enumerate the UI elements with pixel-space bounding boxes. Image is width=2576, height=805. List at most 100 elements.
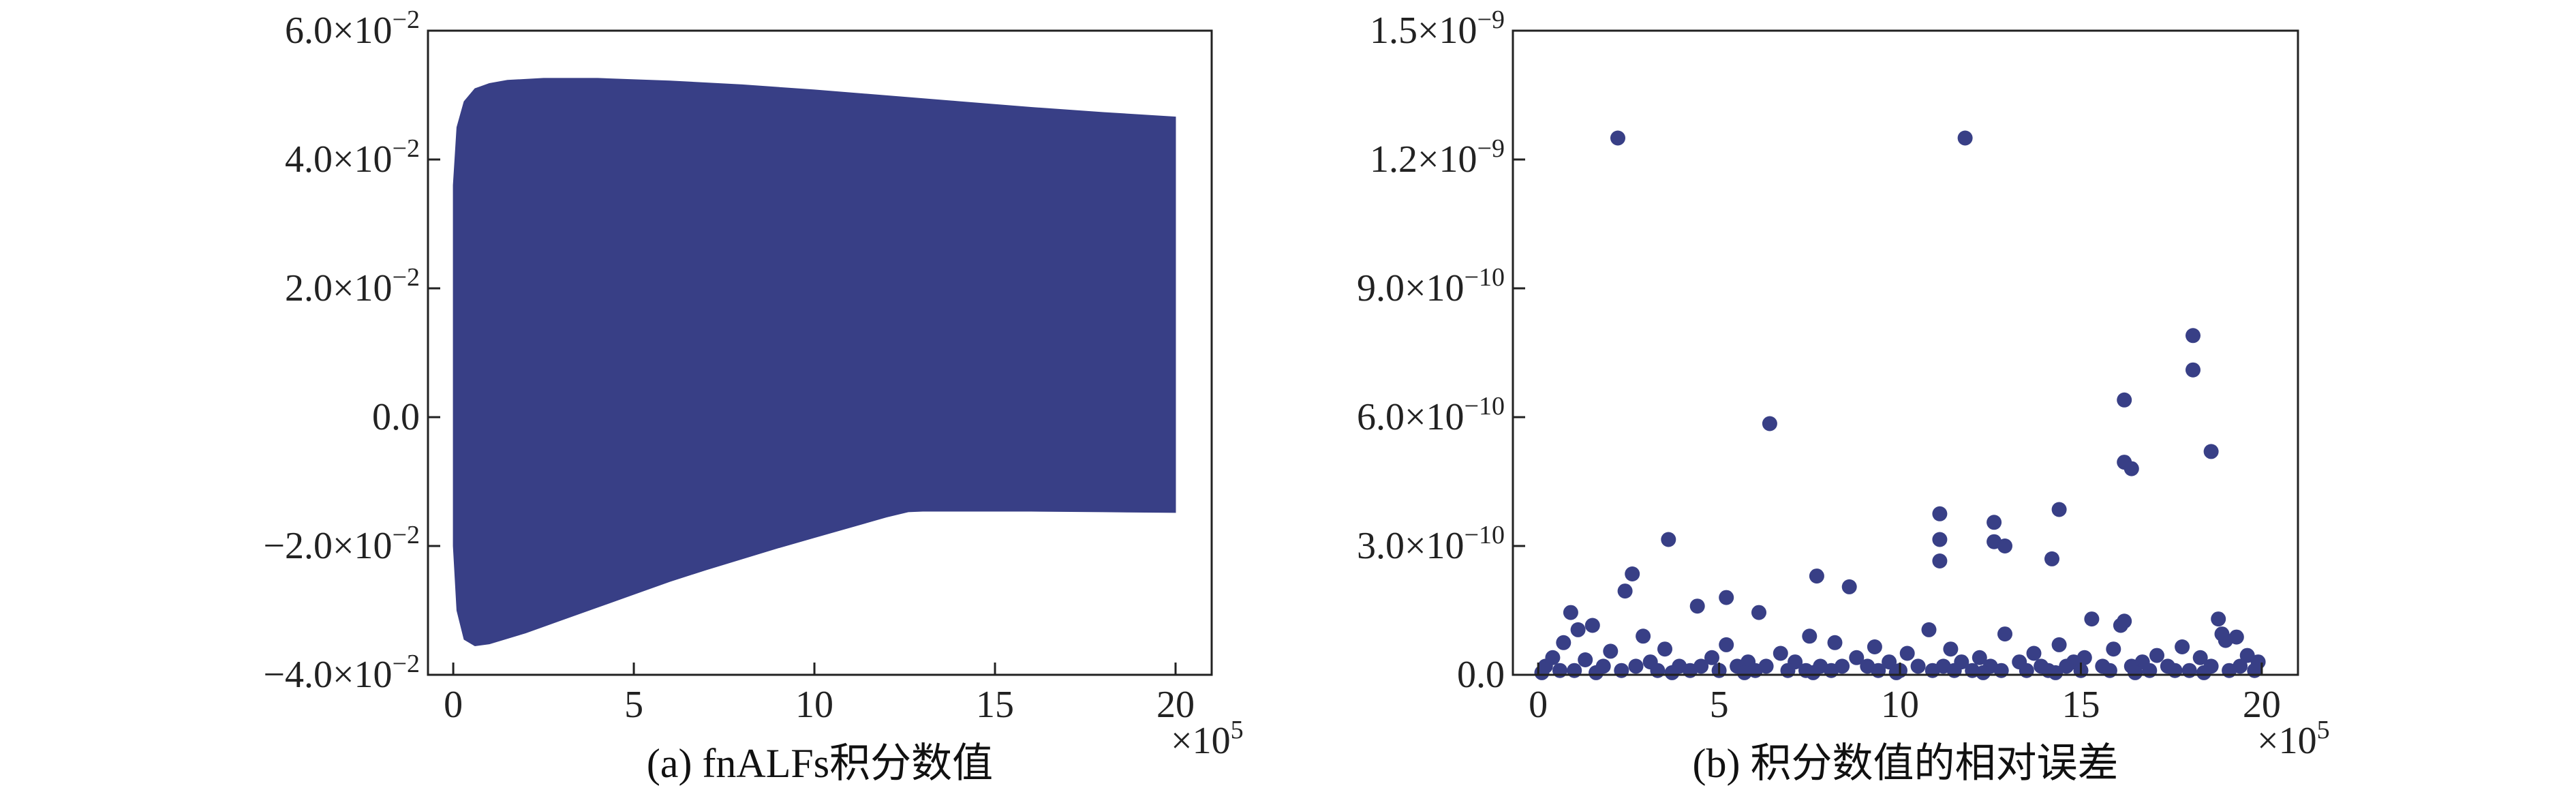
scatter-point [1910,658,1926,674]
panel-b-y-axis: 0.0 3.0×10−10 6.0×10−10 9.0×10−10 1.2×10−9 1.… [1357,5,1525,696]
scatter-point [2084,611,2100,627]
scatter-point [1773,645,1788,661]
scatter-point [2128,665,2143,680]
scatter-point [1809,568,1824,584]
scatter-point [2239,648,2255,663]
scatter-point [1997,626,2012,642]
scatter-point [1578,652,1593,667]
scatter-point [2051,502,2067,517]
scatter-point [1921,622,1937,637]
panel-b-axes-frame [1512,29,2299,676]
x-tick-label: 20 [2243,684,2281,726]
scatter-point [1584,618,1600,633]
y-tick-label: 9.0×10−10 [1357,263,1505,309]
y-tick-label: 1.2×10−9 [1370,134,1505,181]
panel-b-caption: (b) 积分数值的相对误差 [1693,741,2119,786]
scatter-point [1625,566,1640,581]
scatter-point [2203,444,2219,459]
scatter-point [2192,650,2208,665]
scatter-point [1603,643,1619,659]
y-tick-label: 3.0×10−10 [1357,521,1505,567]
y-tick-label: −4.0×10−2 [263,650,420,696]
y-tick-label: 0.0 [372,396,420,438]
scatter-point [1849,650,1865,665]
scatter-point [1657,641,1672,657]
panel-a-plot-area [453,78,1176,647]
y-tick-label: 6.0×10−2 [285,5,420,52]
scatter-point [1689,598,1705,614]
scatter-point [1932,553,1948,568]
scatter-point [1628,658,1644,674]
scatter-point [2113,618,2128,633]
x-tick-label: 15 [2061,684,2100,726]
scatter-point [1556,635,1571,650]
scatter-point [1805,665,1821,680]
oscillation-envelope-area [453,78,1176,647]
scatter-point [1987,515,2002,530]
scatter-point [2117,392,2132,408]
scatter-point [1719,590,1734,605]
x-tick-label: 5 [1710,684,1729,726]
scatter-point [1802,628,1818,644]
scatter-point [2106,641,2121,657]
scatter-point [1932,532,1948,547]
scatter-point [2196,665,2211,680]
scatter-point [2123,461,2139,476]
y-tick-label: 6.0×10−10 [1357,392,1505,438]
panel-a-caption: (a) fnALFs积分数值 [647,741,993,786]
scatter-point [1570,622,1586,637]
panel-b-x-multiplier: ×105 [2257,716,2330,762]
scatter-point [1957,130,1973,146]
scatter-point [2211,611,2226,627]
panel-a-fnalfs-integral-values: −4.0×10−2 −2.0×10−2 0.0 2.0×10−2 4.0×10−2 6.0… [263,5,1243,786]
panel-b-plot-area [1534,130,2266,680]
scatter-point [1589,665,1604,680]
scatter-point [1762,416,1777,431]
scatter-point [2149,648,2164,663]
scatter-point [1827,635,1843,650]
y-tick-label: 2.0×10−2 [285,263,420,309]
scatter-point [1976,665,1991,680]
scatter-point [2228,629,2244,645]
scatter-point [1704,650,1719,665]
scatter-point [1751,605,1766,620]
scatter-point [1719,637,1734,652]
scatter-point [2048,665,2064,680]
scatter-point [1617,583,1633,599]
scatter-point [1563,605,1578,620]
y-tick-label: 1.5×10−9 [1370,5,1505,52]
scatter-point [1997,538,2012,553]
scatter-point [2044,551,2059,566]
scatter-point [2175,639,2190,654]
scatter-point [2186,328,2201,344]
x-tick-label: 0 [444,684,463,726]
y-tick-label: −2.0×10−2 [263,521,420,567]
panel-a-y-axis: −4.0×10−2 −2.0×10−2 0.0 2.0×10−2 4.0×10−2 6.0… [263,5,440,696]
scatter-point [1888,665,1904,680]
scatter-point [1867,639,1882,654]
x-tick-label: 15 [976,684,1014,726]
scatter-point [1736,665,1752,680]
scatter-point [1972,650,1987,665]
x-tick-label: 0 [1529,684,1548,726]
x-tick-label: 5 [624,684,643,726]
scatter-point [1636,628,1651,644]
panel-b-x-axis: 0 5 10 15 20 [1529,663,2281,726]
x-tick-label: 10 [1881,684,1919,726]
scatter-point [2059,658,2074,674]
scatter-point [1534,665,1550,680]
scatter-point [1943,641,1959,657]
scatter-point [1899,645,1915,661]
panel-a-x-axis: 0 5 10 15 20 [444,663,1195,726]
scatter-point [1610,130,1625,146]
scatter-point [1932,506,1948,521]
scatter-point [1882,654,1897,670]
scatter-point [2051,637,2067,652]
panel-b-relative-error: 0.0 3.0×10−10 6.0×10−10 9.0×10−10 1.2×10−9 1.… [1357,5,2330,786]
scatter-point [2186,362,2201,378]
panel-a-axes-frame [427,29,1213,676]
panel-a-x-multiplier: ×105 [1171,716,1244,762]
scatter-point [1661,532,1676,547]
y-tick-label: 0.0 [1457,654,1505,696]
